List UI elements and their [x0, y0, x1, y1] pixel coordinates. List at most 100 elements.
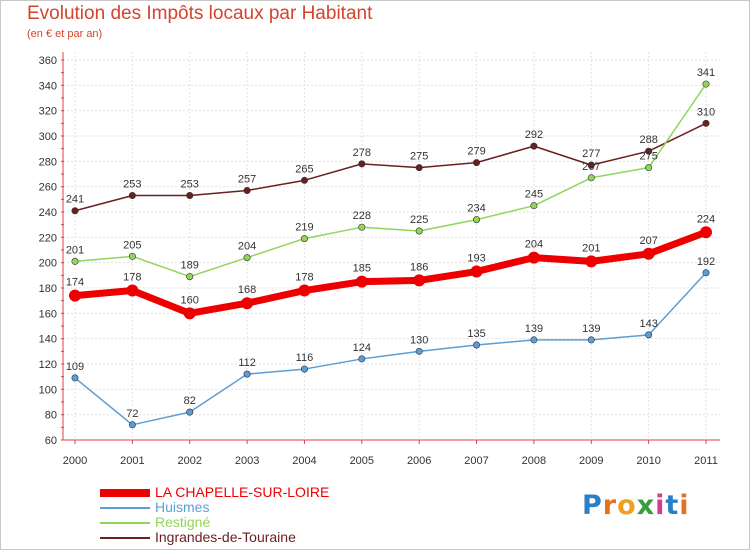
series-0: 241 253 253 257 265 278 275 279 292 277 288 310: [66, 106, 715, 215]
x-tick-label: 2008: [522, 455, 546, 467]
data-label: 234: [467, 203, 485, 215]
legend-swatch: [100, 522, 150, 524]
data-label: 288: [639, 134, 657, 146]
data-label: 241: [66, 194, 84, 206]
data-point: [69, 289, 81, 302]
data-point: [243, 186, 251, 194]
series-2: 174 178 160 168 178 185 186 193 204 201 207 224: [66, 213, 715, 320]
logo-letter: o: [617, 490, 637, 521]
data-label: 168: [238, 284, 256, 296]
data-label: 192: [697, 256, 715, 268]
legend-swatch: [100, 489, 150, 497]
y-tick-label: 220: [39, 232, 57, 244]
data-point: [642, 247, 655, 260]
data-label: 135: [467, 328, 485, 340]
data-label: 224: [697, 213, 715, 225]
data-label: 139: [582, 323, 600, 335]
data-label: 130: [410, 334, 428, 346]
data-point: [473, 216, 481, 224]
data-label: 219: [295, 222, 313, 234]
logo-letter: r: [602, 490, 618, 521]
data-label: 139: [525, 323, 543, 335]
series-3: 109 72 82 112 116 124 130 135 139 139 143 192: [66, 256, 715, 429]
x-tick-label: 2004: [292, 455, 316, 467]
data-point: [186, 408, 194, 416]
data-point: [645, 164, 653, 172]
series-line: [71, 228, 710, 317]
legend-label: Restigné: [155, 514, 211, 530]
data-point: [243, 254, 251, 262]
legend-label: LA CHAPELLE-SUR-LOIRE: [155, 484, 330, 500]
data-label: 205: [123, 239, 141, 251]
data-point: [71, 207, 79, 215]
data-point: [530, 202, 538, 210]
data-label: 277: [582, 148, 600, 160]
x-tick-label: 2009: [579, 455, 603, 467]
data-label: 225: [410, 214, 428, 226]
data-label: 207: [639, 235, 657, 247]
data-point: [470, 265, 483, 278]
data-point: [473, 159, 481, 167]
legend-swatch: [100, 507, 150, 509]
data-label: 82: [184, 395, 196, 407]
y-tick-label: 280: [39, 156, 57, 168]
logo-letter: i: [655, 490, 666, 521]
y-tick-label: 260: [39, 182, 57, 194]
data-label: 72: [126, 408, 138, 420]
data-label: 124: [353, 342, 371, 354]
data-label: 201: [582, 242, 600, 254]
x-tick-label: 2010: [636, 455, 660, 467]
x-tick-label: 2002: [177, 455, 201, 467]
data-label: 193: [467, 253, 485, 265]
data-label: 112: [238, 357, 256, 369]
data-point: [700, 226, 712, 239]
x-tick-label: 2003: [235, 455, 259, 467]
data-label: 275: [639, 151, 657, 163]
data-label: 189: [181, 260, 199, 272]
series-1: 201 205 189 204 219 228 225 234 245 267 275 341: [66, 67, 715, 281]
data-point: [300, 235, 308, 243]
data-point: [587, 161, 595, 169]
data-label: 186: [410, 261, 428, 273]
data-label: 174: [66, 277, 84, 289]
data-label: 228: [353, 210, 371, 222]
y-tick-label: 340: [39, 80, 57, 92]
data-point: [415, 347, 423, 355]
data-point: [358, 355, 366, 363]
y-tick-label: 100: [39, 384, 57, 396]
data-point: [587, 336, 595, 344]
x-tick-label: 2000: [63, 455, 87, 467]
data-point: [243, 370, 251, 378]
data-label: 116: [296, 352, 314, 364]
data-point: [413, 274, 426, 287]
proxiti-logo: Proxiti: [582, 490, 690, 521]
line-chart: 60 80 100 120 140 160 180 200 220 240 260 280 300 320…: [39, 52, 720, 467]
x-tick-label: 2005: [350, 455, 374, 467]
data-label: 245: [525, 189, 543, 201]
data-point: [702, 80, 710, 88]
data-label: 143: [639, 318, 657, 330]
data-point: [128, 252, 136, 260]
data-label: 178: [295, 272, 313, 284]
data-point: [186, 192, 194, 200]
logo-letter: x: [636, 490, 656, 521]
data-point: [645, 331, 653, 339]
data-point: [186, 273, 194, 281]
data-point: [530, 142, 538, 150]
logo-letter: t: [665, 490, 680, 521]
data-point: [702, 269, 710, 277]
data-point: [128, 421, 136, 429]
chart-subtitle: (en € et par an): [27, 28, 103, 40]
data-label: 257: [238, 173, 256, 185]
data-point: [300, 365, 308, 373]
series-line: [74, 272, 707, 426]
y-tick-label: 200: [39, 258, 57, 270]
data-label: 185: [353, 263, 371, 275]
data-point: [71, 374, 79, 382]
data-label: 279: [467, 146, 485, 158]
data-point: [358, 223, 366, 231]
data-point: [355, 275, 368, 288]
data-label: 204: [238, 241, 256, 253]
y-tick-label: 140: [39, 334, 57, 346]
data-label: 278: [353, 147, 371, 159]
